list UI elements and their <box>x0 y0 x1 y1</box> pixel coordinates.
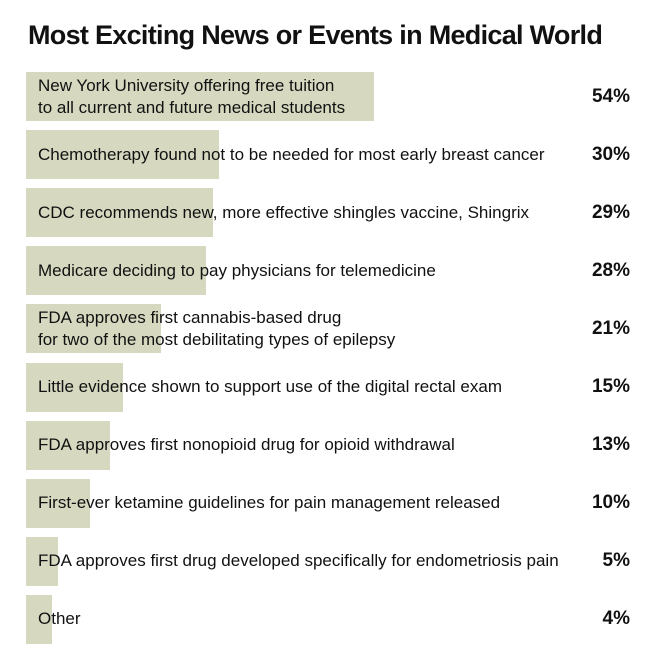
bar <box>26 478 91 528</box>
bar-label: Chemotherapy found not to be needed for … <box>38 130 545 179</box>
chart-row: FDA approves first nonopioid drug for op… <box>26 420 666 470</box>
chart-row: Other 4% <box>26 594 666 644</box>
bar-label-line: for two of the most debilitating types o… <box>38 329 396 349</box>
bar-label: New York University offering free tuitio… <box>38 72 345 121</box>
bar-label-line: Little evidence shown to support use of … <box>38 377 502 396</box>
bar-label: FDA approves first nonopioid drug for op… <box>38 421 455 470</box>
bar-label-line: FDA approves first drug developed specif… <box>38 551 559 571</box>
value-label: 29% <box>591 201 630 223</box>
bar <box>26 246 207 296</box>
chart-row: Little evidence shown to support use of … <box>26 362 666 412</box>
value-label: 10% <box>591 492 630 514</box>
chart-row: FDA approves first cannabis-based drug fo… <box>26 304 666 354</box>
value-label: 4% <box>602 608 630 630</box>
value-label: 5% <box>602 550 630 572</box>
bar <box>26 536 59 586</box>
bar-label-line: to all current and future medical studen… <box>38 97 346 117</box>
chart-title: Most Exciting News or Events in Medical … <box>28 20 603 50</box>
value-label: 21% <box>591 317 630 339</box>
chart-row: Chemotherapy found not to be needed for … <box>26 130 666 180</box>
bar-label: Medicare deciding to pay physicians for … <box>38 246 436 295</box>
bar <box>26 420 110 470</box>
value-label: 30% <box>591 143 630 165</box>
bar <box>26 188 213 238</box>
bar <box>26 362 123 412</box>
bar-label-line: FDA approves first cannabis-based drug <box>38 307 342 327</box>
value-label: 15% <box>591 376 630 397</box>
chart-row: Medicare deciding to pay physicians for … <box>26 246 666 296</box>
chart-row: CDC recommends new, more effective shing… <box>26 188 666 238</box>
value-label: 13% <box>591 434 630 456</box>
chart-row: First-ever ketamine guidelines for pain … <box>26 478 666 528</box>
bar-label-line: New York University offering free tuitio… <box>38 75 335 95</box>
value-label: 54% <box>591 85 630 107</box>
value-label: 28% <box>591 259 630 281</box>
bar-label-line: FDA approves first nonopioid drug for op… <box>38 435 455 455</box>
bar-label-line: Chemotherapy found not to be needed for … <box>38 144 545 164</box>
bar-label-line: Medicare deciding to pay physicians for … <box>38 260 436 280</box>
chart-row: FDA approves first drug developed specif… <box>26 536 666 586</box>
bar-label: First-ever ketamine guidelines for pain … <box>38 479 500 528</box>
bar-label-line: CDC recommends new, more effective shing… <box>38 202 530 222</box>
bar <box>26 130 220 180</box>
bar-label: FDA approves first cannabis-based drug fo… <box>38 304 395 353</box>
bar-label: FDA approves first drug developed specif… <box>38 537 559 586</box>
bar-label: Other <box>38 595 81 644</box>
bar <box>26 304 162 354</box>
chart-row: New York University offering free tuitio… <box>26 72 666 121</box>
bar <box>26 594 52 644</box>
bar-label-line: First-ever ketamine guidelines for pain … <box>38 493 501 513</box>
bar <box>26 72 374 121</box>
bar-label: CDC recommends new, more effective shing… <box>38 188 529 237</box>
bar-label: Little evidence shown to support use of … <box>38 363 502 412</box>
bar-label-line: Other <box>38 609 81 629</box>
